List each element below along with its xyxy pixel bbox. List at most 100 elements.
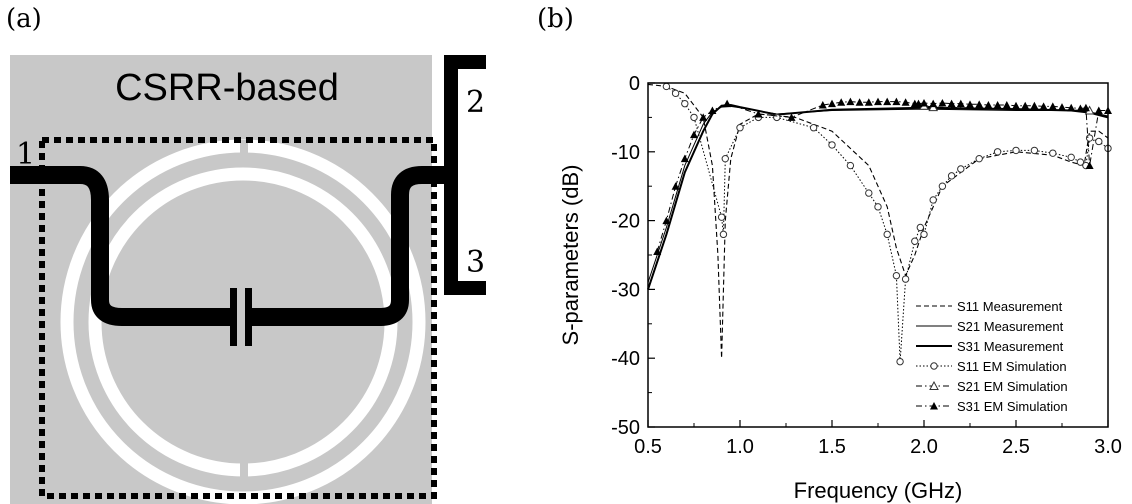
data-point	[828, 141, 836, 149]
data-point	[883, 230, 891, 239]
data-point	[1049, 149, 1057, 157]
series-6	[653, 97, 1112, 256]
y-tick-label: -20	[611, 211, 640, 233]
data-point	[1058, 103, 1066, 111]
data-point	[1081, 103, 1090, 112]
data-point	[1085, 161, 1094, 170]
legend-entry: S31 Measurement	[916, 339, 1064, 354]
x-tick-label: 3.0	[1094, 436, 1122, 458]
x-tick-label: 0.5	[634, 436, 662, 458]
y-tick-label: -40	[611, 348, 640, 370]
s-parameter-chart: 0.5 1.0 1.5 2.0 2.5 3.0 0 -10 -20 -30 -40 -50 Frequ…	[558, 73, 1122, 503]
legend-label: S21 EM Simulation	[957, 379, 1068, 394]
outer-ring-gap	[240, 140, 248, 156]
data-point	[1002, 101, 1011, 109]
series-1	[647, 83, 1109, 359]
unit-cell-boundary	[39, 137, 437, 499]
data-point	[938, 182, 947, 190]
panel-a-label: (a)	[6, 4, 42, 34]
x-tick-label: 2.5	[1002, 436, 1030, 458]
data-point	[846, 161, 855, 170]
port-3-stub	[444, 281, 486, 295]
data-point	[736, 124, 744, 132]
data-point	[1076, 104, 1085, 112]
port-2-label: 2	[466, 85, 485, 120]
series-3	[647, 103, 1109, 290]
data-point	[1048, 102, 1057, 110]
data-point	[717, 213, 726, 221]
data-point	[901, 98, 910, 106]
data-point	[1030, 101, 1039, 110]
data-point	[892, 271, 901, 280]
series-line	[647, 103, 1109, 290]
data-point	[855, 98, 864, 106]
port-branch-vertical	[444, 55, 458, 295]
port-2-stub	[444, 55, 486, 69]
y-tick-label: -50	[611, 417, 640, 439]
data-point	[984, 101, 993, 109]
data-point	[864, 98, 873, 106]
data-point	[828, 99, 836, 108]
x-tick-label: 1.5	[818, 436, 846, 458]
legend: S11 Measurement S21 Measurement S31 Measur…	[916, 299, 1068, 414]
data-point	[920, 98, 928, 107]
legend-entry: S11 EM Simulation	[916, 359, 1067, 374]
microstrip-line	[10, 166, 455, 326]
data-point	[653, 247, 662, 256]
data-point	[690, 113, 698, 122]
data-point	[680, 154, 689, 163]
data-point	[662, 82, 671, 91]
data-point	[837, 98, 846, 106]
data-point	[787, 113, 796, 121]
legend-entry: S31 EM Simulation	[916, 399, 1068, 414]
data-point	[993, 101, 1002, 109]
data-point	[975, 100, 984, 108]
data-point	[1012, 146, 1020, 155]
y-axis-label: S-parameters (dB)	[558, 165, 583, 346]
data-point	[1085, 134, 1094, 142]
legend-entry: S21 Measurement	[916, 319, 1064, 334]
data-point	[966, 100, 974, 108]
legend-label: S11 Measurement	[957, 299, 1063, 314]
data-point	[1094, 106, 1103, 115]
legend-marker	[929, 380, 939, 390]
data-point	[914, 99, 923, 108]
series-line	[647, 105, 1109, 283]
data-point	[929, 99, 938, 108]
data-point	[916, 223, 925, 232]
data-point	[818, 101, 827, 109]
data-point	[754, 109, 763, 118]
circuit-layout: CSRR-based 1 2 3	[10, 55, 486, 504]
legend-entry: S11 Measurement	[916, 299, 1063, 314]
data-point	[809, 124, 818, 132]
data-point	[1021, 101, 1030, 110]
data-point	[901, 275, 910, 283]
data-point	[690, 130, 698, 139]
series-2	[647, 105, 1109, 283]
data-point	[911, 237, 919, 245]
legend-label: S11 EM Simulation	[957, 359, 1067, 374]
substrate	[10, 55, 432, 504]
data-point	[671, 182, 680, 190]
data-point	[892, 97, 901, 106]
port-3-label: 3	[466, 245, 485, 280]
data-point	[874, 97, 882, 106]
x-axis-label: Frequency (GHz)	[794, 478, 963, 503]
legend-label: S31 EM Simulation	[957, 399, 1068, 414]
legend-label: S31 Measurement	[957, 339, 1064, 354]
data-point	[957, 165, 965, 173]
legend-marker	[930, 362, 938, 370]
data-point	[1095, 137, 1103, 146]
data-point	[662, 216, 671, 225]
plot-frame	[647, 82, 1109, 428]
data-point	[883, 97, 892, 106]
data-point	[938, 98, 947, 107]
data-point	[947, 172, 956, 180]
data-point	[956, 99, 965, 108]
data-point	[1012, 101, 1020, 110]
y-tick-label: -10	[611, 142, 640, 164]
series-line	[656, 101, 1108, 252]
data-point	[874, 203, 882, 211]
data-point	[896, 357, 904, 366]
